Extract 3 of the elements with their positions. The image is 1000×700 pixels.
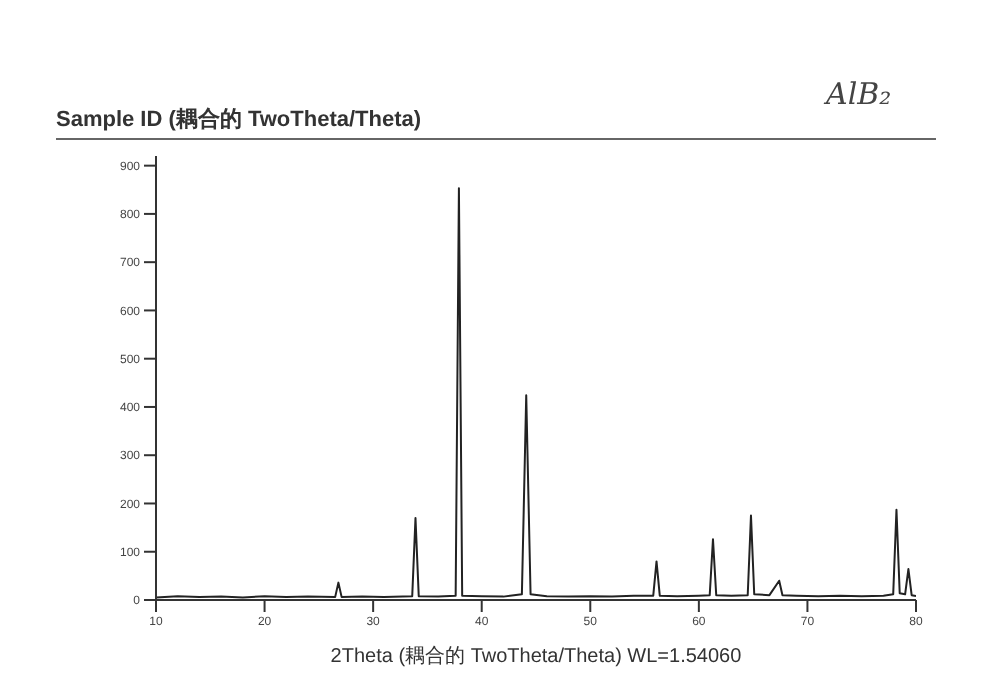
x-axis-title: 2Theta (耦合的 TwoTheta/Theta) WL=1.54060 [328,644,744,672]
chart-title: Sample ID (耦合的 TwoTheta/Theta) [56,108,422,132]
text: AlB₂ [826,76,892,112]
